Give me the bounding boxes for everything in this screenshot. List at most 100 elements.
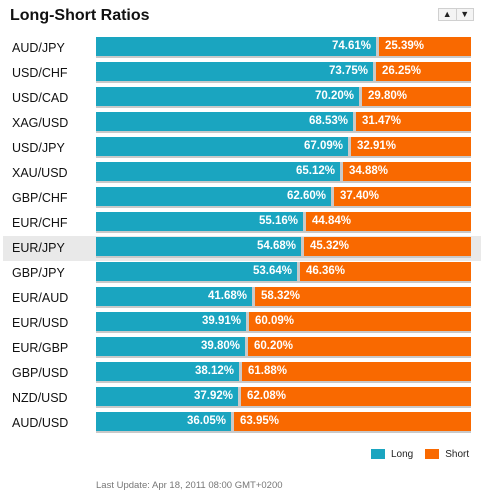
panel-title: Long-Short Ratios xyxy=(10,7,150,24)
long-value-label: 54.68% xyxy=(256,240,296,252)
long-value-label: 41.68% xyxy=(207,290,247,302)
ratio-row[interactable]: USD/JPY 67.09% 32.91% xyxy=(3,136,481,161)
ratio-bar-track: 74.61% 25.39% xyxy=(96,37,471,58)
long-bar xyxy=(96,87,359,106)
long-value-label: 70.20% xyxy=(314,90,354,102)
pair-label: AUD/JPY xyxy=(12,41,65,55)
pair-label: EUR/USD xyxy=(12,316,69,330)
ratio-bar-track: 68.53% 31.47% xyxy=(96,112,471,133)
ratio-bar-track: 39.91% 60.09% xyxy=(96,312,471,333)
ratio-row[interactable]: USD/CHF 73.75% 26.25% xyxy=(3,61,481,86)
ratio-row[interactable]: GBP/USD 38.12% 61.88% xyxy=(3,361,481,386)
short-value-label: 25.39% xyxy=(385,40,425,52)
pair-label: EUR/CHF xyxy=(12,216,68,230)
ratio-bar-track: 39.80% 60.20% xyxy=(96,337,471,358)
ratio-row[interactable]: EUR/GBP 39.80% 60.20% xyxy=(3,336,481,361)
long-value-label: 53.64% xyxy=(252,265,292,277)
ratio-bar-track: 65.12% 34.88% xyxy=(96,162,471,183)
ratio-row[interactable]: EUR/JPY 54.68% 45.32% xyxy=(3,236,481,261)
pair-label: AUD/USD xyxy=(12,416,69,430)
short-value-label: 60.20% xyxy=(254,340,294,352)
long-value-label: 74.61% xyxy=(331,40,371,52)
long-value-label: 36.05% xyxy=(186,415,226,427)
pair-label: USD/CHF xyxy=(12,66,68,80)
long-bar xyxy=(96,287,252,306)
pair-label: USD/JPY xyxy=(12,141,65,155)
ratio-row[interactable]: EUR/CHF 55.16% 44.84% xyxy=(3,211,481,236)
legend-label-short: Short xyxy=(445,448,470,460)
ratio-row[interactable]: GBP/CHF 62.60% 37.40% xyxy=(3,186,481,211)
short-bar xyxy=(362,87,471,106)
long-bar xyxy=(96,212,303,231)
pair-label: NZD/USD xyxy=(12,391,68,405)
short-value-label: 45.32% xyxy=(310,240,350,252)
long-value-label: 68.53% xyxy=(308,115,348,127)
ratio-row[interactable]: XAU/USD 65.12% 34.88% xyxy=(3,161,481,186)
short-bar xyxy=(241,387,471,406)
ratio-bar-track: 73.75% 26.25% xyxy=(96,62,471,83)
long-bar xyxy=(96,412,231,431)
long-bar xyxy=(96,312,246,331)
long-value-label: 39.91% xyxy=(201,315,241,327)
sort-control[interactable]: ▲ ▼ xyxy=(438,8,474,21)
long-bar xyxy=(96,387,238,406)
long-value-label: 67.09% xyxy=(303,140,343,152)
long-bar xyxy=(96,187,331,206)
short-bar xyxy=(351,137,471,156)
short-bar xyxy=(304,237,471,256)
pair-label: USD/CAD xyxy=(12,91,69,105)
short-bar xyxy=(306,212,471,231)
short-value-label: 44.84% xyxy=(312,215,352,227)
long-bar xyxy=(96,62,373,81)
short-bar xyxy=(234,412,471,431)
short-value-label: 46.36% xyxy=(306,265,346,277)
short-value-label: 61.88% xyxy=(248,365,288,377)
short-value-label: 32.91% xyxy=(357,140,397,152)
long-value-label: 38.12% xyxy=(194,365,234,377)
short-bar xyxy=(334,187,471,206)
pair-label: GBP/CHF xyxy=(12,191,68,205)
ratio-row[interactable]: GBP/JPY 53.64% 46.36% xyxy=(3,261,481,286)
long-value-label: 39.80% xyxy=(200,340,240,352)
ratio-bar-track: 54.68% 45.32% xyxy=(96,237,471,258)
triangle-down-icon[interactable]: ▼ xyxy=(455,9,474,20)
legend-label-long: Long xyxy=(391,448,414,460)
ratio-bar-track: 38.12% 61.88% xyxy=(96,362,471,383)
short-value-label: 63.95% xyxy=(240,415,280,427)
long-short-ratios-panel: Long-Short Ratios ▲ ▼ AUD/JPY 74.61% 25.39… xyxy=(3,3,481,493)
long-value-label: 55.16% xyxy=(258,215,298,227)
pair-label: GBP/USD xyxy=(12,366,69,380)
long-bar xyxy=(96,237,301,256)
ratio-row[interactable]: AUD/USD 36.05% 63.95% xyxy=(3,411,481,436)
ratio-row[interactable]: EUR/AUD 41.68% 58.32% xyxy=(3,286,481,311)
long-bar xyxy=(96,362,239,381)
short-value-label: 34.88% xyxy=(349,165,389,177)
short-value-label: 26.25% xyxy=(382,65,422,77)
ratio-bar-track: 37.92% 62.08% xyxy=(96,387,471,408)
short-bar xyxy=(376,62,471,81)
ratio-row[interactable]: XAG/USD 68.53% 31.47% xyxy=(3,111,481,136)
ratio-row[interactable]: AUD/JPY 74.61% 25.39% xyxy=(3,36,481,61)
short-value-label: 58.32% xyxy=(261,290,301,302)
triangle-up-icon[interactable]: ▲ xyxy=(442,9,452,19)
long-value-label: 73.75% xyxy=(328,65,368,77)
ratio-bar-track: 67.09% 32.91% xyxy=(96,137,471,158)
ratio-row[interactable]: EUR/USD 39.91% 60.09% xyxy=(3,311,481,336)
ratio-bar-track: 53.64% 46.36% xyxy=(96,262,471,283)
long-bar xyxy=(96,37,376,56)
short-bar xyxy=(242,362,471,381)
long-bar xyxy=(96,137,348,156)
ratio-bar-track: 55.16% 44.84% xyxy=(96,212,471,233)
short-bar xyxy=(255,287,471,306)
short-value-label: 62.08% xyxy=(247,390,287,402)
ratio-row[interactable]: USD/CAD 70.20% 29.80% xyxy=(3,86,481,111)
ratio-bar-track: 41.68% 58.32% xyxy=(96,287,471,308)
pair-label: XAU/USD xyxy=(12,166,68,180)
ratio-row[interactable]: NZD/USD 37.92% 62.08% xyxy=(3,386,481,411)
ratio-bar-track: 36.05% 63.95% xyxy=(96,412,471,433)
legend-item-long: Long xyxy=(371,449,413,460)
short-value-label: 31.47% xyxy=(362,115,402,127)
ratio-bar-track: 70.20% 29.80% xyxy=(96,87,471,108)
pair-label: EUR/AUD xyxy=(12,291,69,305)
short-bar xyxy=(300,262,471,281)
